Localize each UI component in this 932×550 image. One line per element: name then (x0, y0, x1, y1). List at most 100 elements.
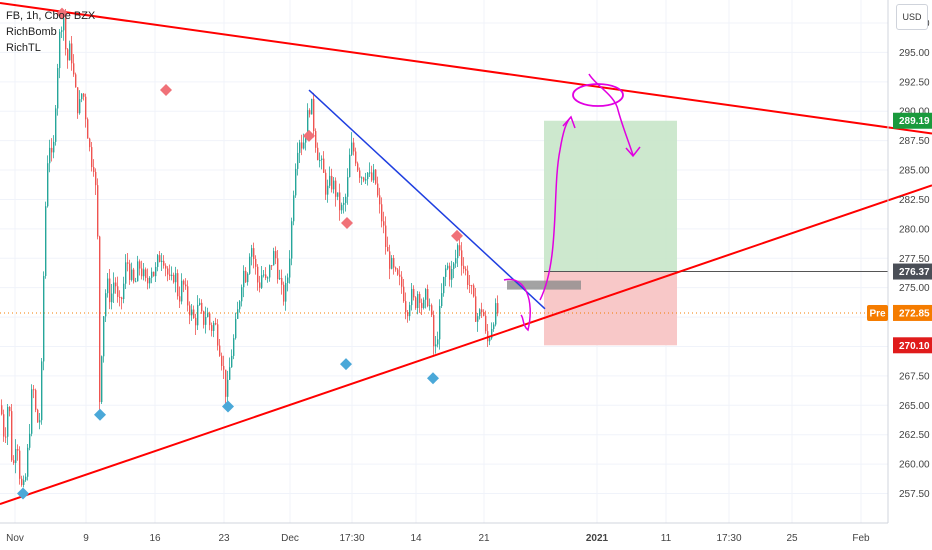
candle-body (257, 266, 259, 283)
time-axis[interactable]: Nov 9 16 23 Dec 17:30 14 21 2021 11 17:30 25 Feb (0, 522, 888, 544)
candle-body (177, 273, 179, 297)
candle-body (359, 170, 361, 178)
candle-body (213, 323, 215, 331)
swing-markers (17, 7, 463, 500)
candle-body (101, 356, 103, 403)
x-tick-label: 2021 (586, 533, 609, 544)
candle-body (253, 248, 255, 260)
candle-body (383, 221, 385, 226)
candle-body (277, 258, 279, 280)
candle-body (73, 63, 75, 75)
candle-body (291, 221, 293, 259)
candle-body (423, 299, 425, 308)
candle-body (391, 257, 393, 269)
candle-body (49, 147, 51, 164)
x-tick-label: Dec (281, 533, 299, 544)
candle-body (379, 195, 381, 205)
candle-body (21, 478, 23, 485)
candle-body (57, 68, 59, 109)
candle-body (193, 309, 195, 318)
candle-body (45, 206, 47, 276)
hand-drawn-annotation (503, 73, 641, 332)
candle-body (321, 158, 323, 161)
candle-body (35, 390, 37, 410)
x-tick-label: 17:30 (339, 533, 364, 544)
candle-body (209, 313, 211, 326)
candle-body (95, 171, 97, 186)
pre-prefix-tag (867, 304, 888, 321)
indicator-richtl[interactable]: RichTL (6, 42, 41, 54)
candle-body (67, 49, 69, 61)
candle-body (265, 274, 267, 278)
candle-body (353, 142, 355, 152)
candle-body (1, 405, 3, 415)
swing-low-marker (340, 358, 352, 371)
candle-body (161, 260, 163, 262)
candle-body (267, 277, 269, 279)
candle-body (401, 276, 403, 287)
candle-body (389, 251, 391, 269)
currency-button[interactable]: USD (896, 4, 928, 30)
candle-body (169, 274, 171, 276)
price-axis[interactable]: 257.50260.00262.50265.00267.50270.00272.… (867, 0, 932, 523)
candle-body (327, 185, 329, 195)
candle-body (111, 293, 113, 303)
candle-body (333, 180, 335, 190)
candle-body (459, 245, 461, 251)
candle-body (381, 204, 383, 222)
candle-body (375, 169, 377, 184)
swing-high-marker (303, 129, 315, 142)
candle-body (5, 436, 7, 438)
candle-body (75, 74, 77, 88)
candle-body (255, 259, 257, 267)
y-tick-label: 290.00 (899, 107, 930, 118)
candle-body (301, 142, 303, 149)
candle-body (363, 177, 365, 181)
symbol-title[interactable]: FB, 1h, Cboe BZX (6, 10, 96, 22)
candle-body (281, 277, 283, 285)
candle-body (345, 196, 347, 203)
candle-body (377, 183, 379, 196)
candle-body (113, 282, 115, 294)
candle-body (131, 269, 133, 280)
candle-body (251, 248, 253, 257)
candle-body (467, 270, 469, 286)
candle-body (157, 255, 159, 267)
candle-body (219, 345, 221, 356)
candle-body (129, 263, 131, 280)
trendlines (0, 2, 932, 506)
candle-body (163, 260, 165, 266)
candle-body (31, 389, 33, 434)
y-tick-label: 267.50 (899, 371, 930, 382)
candle-body (23, 480, 25, 485)
candle-body (189, 305, 191, 316)
candle-body (201, 302, 203, 312)
candle-body (469, 285, 471, 287)
entry-marker-bar (507, 280, 581, 290)
upper-trendline (0, 2, 932, 135)
pre-price-text: 272.85 (899, 308, 930, 319)
candle-body (451, 269, 453, 280)
candle-body (3, 414, 5, 437)
candle-body (349, 154, 351, 178)
candle-body (229, 367, 231, 380)
pre-prefix-text: Pre (869, 308, 886, 319)
candle-body (489, 338, 491, 342)
candle-body (299, 142, 301, 153)
candle-body (223, 365, 225, 370)
candle-body (185, 284, 187, 287)
x-tick-label: 23 (218, 533, 230, 544)
candle-body (269, 265, 271, 278)
indicator-richbomb[interactable]: RichBomb (6, 26, 57, 38)
price-tag-text: 270.10 (899, 341, 930, 352)
candle-body (487, 331, 489, 342)
y-tick-label: 282.50 (899, 195, 930, 206)
candle-body (55, 108, 57, 142)
candle-body (445, 268, 447, 277)
swing-low-marker (427, 372, 439, 385)
candle-body (125, 262, 127, 284)
swing-high-marker (56, 7, 68, 20)
candle-body (233, 338, 235, 356)
candle-body (433, 315, 435, 347)
